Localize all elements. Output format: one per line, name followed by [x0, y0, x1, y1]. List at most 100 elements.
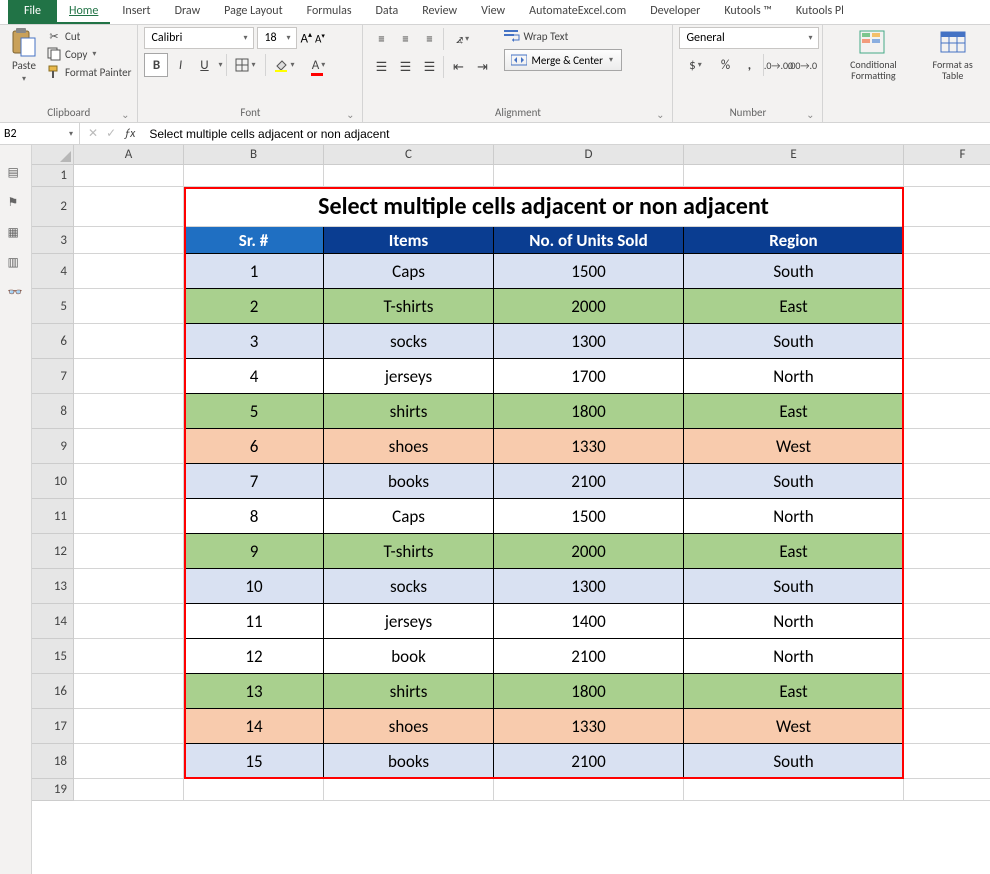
row-header-6[interactable]: 6: [32, 324, 74, 359]
table-cell[interactable]: South: [684, 744, 904, 779]
cell-F3[interactable]: [904, 227, 990, 254]
table-cell[interactable]: 1300: [494, 324, 684, 359]
cell-F11[interactable]: [904, 499, 990, 534]
column-header-C[interactable]: C: [324, 145, 494, 165]
align-right-button[interactable]: ☰: [417, 55, 441, 79]
cell-A5[interactable]: [74, 289, 184, 324]
tab-draw[interactable]: Draw: [163, 0, 213, 24]
tab-kutools-pl[interactable]: Kutools Pl: [784, 0, 856, 24]
cell-F18[interactable]: [904, 744, 990, 779]
orientation-button[interactable]: ⦨▾: [446, 27, 480, 51]
table-cell[interactable]: Caps: [324, 499, 494, 534]
column-header-F[interactable]: F: [904, 145, 990, 165]
cell-A2[interactable]: [74, 187, 184, 227]
tab-review[interactable]: Review: [410, 0, 469, 24]
cell-A3[interactable]: [74, 227, 184, 254]
table-cell[interactable]: 1700: [494, 359, 684, 394]
table-cell[interactable]: South: [684, 464, 904, 499]
table-cell[interactable]: 1400: [494, 604, 684, 639]
cell-F2[interactable]: [904, 187, 990, 227]
tab-home[interactable]: Home: [57, 0, 110, 24]
decrease-indent-button[interactable]: ⇤: [446, 55, 470, 79]
cell-A8[interactable]: [74, 394, 184, 429]
table-cell[interactable]: jerseys: [324, 359, 494, 394]
cell-A12[interactable]: [74, 534, 184, 569]
cell-D1[interactable]: [494, 165, 684, 187]
cell-F17[interactable]: [904, 709, 990, 744]
cell-F13[interactable]: [904, 569, 990, 604]
underline-button[interactable]: U: [192, 53, 216, 77]
row-header-1[interactable]: 1: [32, 165, 74, 187]
cell-E19[interactable]: [684, 779, 904, 801]
font-name-select[interactable]: Calibri ▾: [144, 27, 254, 49]
formula-input[interactable]: [143, 123, 990, 144]
table-cell[interactable]: T-shirts: [324, 534, 494, 569]
name-box[interactable]: B2 ▾: [0, 123, 80, 144]
table-cell[interactable]: 2000: [494, 289, 684, 324]
cell-A13[interactable]: [74, 569, 184, 604]
table-cell[interactable]: 7: [184, 464, 324, 499]
table-cell[interactable]: Caps: [324, 254, 494, 289]
row-header-3[interactable]: 3: [32, 227, 74, 254]
cell-A19[interactable]: [74, 779, 184, 801]
align-left-button[interactable]: ☰: [369, 55, 393, 79]
row-header-12[interactable]: 12: [32, 534, 74, 569]
row-header-16[interactable]: 16: [32, 674, 74, 709]
conditional-formatting-button[interactable]: Conditional Formatting: [829, 27, 917, 83]
cell-A11[interactable]: [74, 499, 184, 534]
table-cell[interactable]: South: [684, 254, 904, 289]
copy-button[interactable]: Copy ▾: [46, 45, 131, 63]
cell-F5[interactable]: [904, 289, 990, 324]
increase-font-button[interactable]: A▴: [300, 30, 312, 46]
chevron-down-icon[interactable]: ▾: [216, 60, 224, 70]
format-painter-button[interactable]: Format Painter: [46, 63, 131, 81]
table-cell[interactable]: 1500: [494, 499, 684, 534]
table-cell[interactable]: 1800: [494, 394, 684, 429]
cell-F8[interactable]: [904, 394, 990, 429]
paste-button[interactable]: Paste ▾: [6, 27, 42, 86]
tab-developer[interactable]: Developer: [638, 0, 712, 24]
table-cell[interactable]: 6: [184, 429, 324, 464]
enter-icon[interactable]: ✓: [106, 126, 116, 141]
table-cell[interactable]: 2000: [494, 534, 684, 569]
row-header-15[interactable]: 15: [32, 639, 74, 674]
row-header-8[interactable]: 8: [32, 394, 74, 429]
table-cell[interactable]: 1800: [494, 674, 684, 709]
row-header-5[interactable]: 5: [32, 289, 74, 324]
tab-file[interactable]: File: [8, 0, 57, 24]
table-cell[interactable]: South: [684, 569, 904, 604]
cell-A1[interactable]: [74, 165, 184, 187]
row-header-2[interactable]: 2: [32, 187, 74, 227]
currency-button[interactable]: $▾: [679, 53, 713, 77]
increase-indent-button[interactable]: ⇥: [470, 55, 494, 79]
table-cell[interactable]: 12: [184, 639, 324, 674]
cell-B1[interactable]: [184, 165, 324, 187]
table-cell[interactable]: 9: [184, 534, 324, 569]
cell-F4[interactable]: [904, 254, 990, 289]
table-cell[interactable]: 14: [184, 709, 324, 744]
table-cell[interactable]: shoes: [324, 709, 494, 744]
cell-F12[interactable]: [904, 534, 990, 569]
cell-A7[interactable]: [74, 359, 184, 394]
cell-F9[interactable]: [904, 429, 990, 464]
table-cell[interactable]: West: [684, 709, 904, 744]
align-center-button[interactable]: ☰: [393, 55, 417, 79]
spreadsheet-grid[interactable]: ABCDEF12Select multiple cells adjacent o…: [32, 145, 990, 801]
tab-automateexcel-com[interactable]: AutomateExcel.com: [517, 0, 638, 24]
table-cell[interactable]: shoes: [324, 429, 494, 464]
row-header-7[interactable]: 7: [32, 359, 74, 394]
row-header-9[interactable]: 9: [32, 429, 74, 464]
fx-icon[interactable]: ƒx: [124, 127, 135, 141]
table-cell[interactable]: 2100: [494, 639, 684, 674]
align-middle-button[interactable]: ≡: [393, 27, 417, 51]
format-as-table-button[interactable]: Format as Table: [921, 27, 984, 83]
table-cell[interactable]: East: [684, 394, 904, 429]
align-bottom-button[interactable]: ≡: [417, 27, 441, 51]
row-header-17[interactable]: 17: [32, 709, 74, 744]
cell-F19[interactable]: [904, 779, 990, 801]
table-cell[interactable]: socks: [324, 324, 494, 359]
tab-kutools-[interactable]: Kutools ™: [712, 0, 784, 24]
table-cell[interactable]: 1330: [494, 709, 684, 744]
wrap-text-button[interactable]: Wrap Text: [504, 27, 622, 45]
table-cell[interactable]: shirts: [324, 674, 494, 709]
